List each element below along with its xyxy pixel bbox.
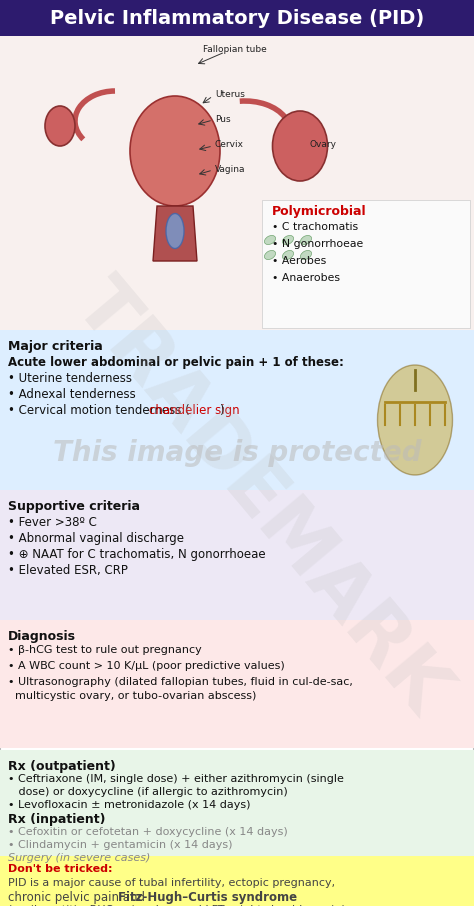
Text: • Abnormal vaginal discharge: • Abnormal vaginal discharge	[8, 532, 184, 545]
FancyBboxPatch shape	[0, 36, 474, 330]
Text: • Cefoxitin or cefotetan + doxycycline (x 14 days): • Cefoxitin or cefotetan + doxycycline (…	[8, 827, 288, 837]
Text: Major criteria: Major criteria	[8, 340, 103, 353]
Text: Supportive criteria: Supportive criteria	[8, 500, 140, 513]
Text: Polymicrobial: Polymicrobial	[272, 205, 366, 218]
Ellipse shape	[45, 106, 75, 146]
Text: Fitz-Hugh–Curtis syndrome: Fitz-Hugh–Curtis syndrome	[118, 891, 298, 904]
Ellipse shape	[264, 236, 275, 245]
Text: dose) or doxycycline (if allergic to azithromycin): dose) or doxycycline (if allergic to azi…	[8, 787, 288, 797]
Text: • Anaerobes: • Anaerobes	[272, 273, 340, 283]
Text: • A WBC count > 10 K/μL (poor predictive values): • A WBC count > 10 K/μL (poor predictive…	[8, 661, 285, 671]
Text: Fallopian tube: Fallopian tube	[203, 45, 267, 54]
FancyBboxPatch shape	[0, 620, 474, 748]
Text: TRADEMARK: TRADEMARK	[59, 268, 462, 728]
Ellipse shape	[301, 250, 311, 260]
Text: • Elevated ESR, CRP: • Elevated ESR, CRP	[8, 564, 128, 577]
Text: • C trachomatis: • C trachomatis	[272, 222, 358, 232]
Text: • Uterine tenderness: • Uterine tenderness	[8, 372, 132, 385]
FancyBboxPatch shape	[0, 856, 474, 906]
Ellipse shape	[264, 250, 275, 260]
Text: • N gonorrhoeae: • N gonorrhoeae	[272, 239, 363, 249]
Text: Ovary: Ovary	[310, 140, 337, 149]
Text: Surgery (in severe cases): Surgery (in severe cases)	[8, 853, 150, 863]
Polygon shape	[153, 206, 197, 261]
Text: Acute lower abdominal or pelvic pain + 1 of these:: Acute lower abdominal or pelvic pain + 1…	[8, 356, 344, 369]
Text: PID is a major cause of tubal infertility, ectopic pregnancy,: PID is a major cause of tubal infertilit…	[8, 878, 335, 888]
Text: Pus: Pus	[215, 115, 231, 124]
Ellipse shape	[273, 111, 328, 181]
Text: Vagina: Vagina	[215, 165, 246, 174]
Text: • Aerobes: • Aerobes	[272, 256, 326, 266]
FancyBboxPatch shape	[262, 200, 470, 328]
Text: Rx (inpatient): Rx (inpatient)	[8, 813, 106, 826]
Ellipse shape	[377, 365, 453, 475]
Text: • ⊕ NAAT for C trachomatis, N gonorrhoeae: • ⊕ NAAT for C trachomatis, N gonorrhoea…	[8, 548, 265, 561]
Ellipse shape	[301, 236, 311, 245]
FancyBboxPatch shape	[0, 490, 474, 620]
Text: This image is protected: This image is protected	[53, 439, 421, 467]
Ellipse shape	[283, 236, 293, 245]
Text: • Ultrasonography (dilated fallopian tubes, fluid in cul-de-sac,: • Ultrasonography (dilated fallopian tub…	[8, 677, 353, 687]
Text: • Clindamycin + gentamicin (x 14 days): • Clindamycin + gentamicin (x 14 days)	[8, 840, 233, 850]
Text: Diagnosis: Diagnosis	[8, 630, 76, 643]
Text: • Cervical motion tenderness (: • Cervical motion tenderness (	[8, 404, 190, 417]
Text: • Levofloxacin ± metronidazole (x 14 days): • Levofloxacin ± metronidazole (x 14 day…	[8, 800, 250, 810]
Ellipse shape	[166, 214, 184, 248]
Text: multicystic ovary, or tubo-ovarian abscess): multicystic ovary, or tubo-ovarian absce…	[8, 691, 256, 701]
Text: Pelvic Inflammatory Disease (PID): Pelvic Inflammatory Disease (PID)	[50, 8, 424, 27]
Text: Uterus: Uterus	[215, 90, 245, 99]
Text: Rx (outpatient): Rx (outpatient)	[8, 760, 116, 773]
Ellipse shape	[283, 250, 293, 260]
FancyBboxPatch shape	[0, 330, 474, 490]
Ellipse shape	[130, 96, 220, 206]
FancyBboxPatch shape	[0, 0, 474, 36]
Text: Don't be tricked:: Don't be tricked:	[8, 864, 112, 874]
Text: • Ceftriaxone (IM, single dose) + either azithromycin (single: • Ceftriaxone (IM, single dose) + either…	[8, 774, 344, 784]
Text: • β-hCG test to rule out pregnancy: • β-hCG test to rule out pregnancy	[8, 645, 202, 655]
Text: • Fever >38º C: • Fever >38º C	[8, 516, 97, 529]
Text: chronic pelvic pain and: chronic pelvic pain and	[8, 891, 149, 904]
Text: ): )	[219, 404, 224, 417]
Text: • Adnexal tenderness: • Adnexal tenderness	[8, 388, 136, 401]
Text: (perihepatitis, RUQ pain, abnormal LFTs, right shoulder pain): (perihepatitis, RUQ pain, abnormal LFTs,…	[8, 905, 346, 906]
Text: chandelier sign: chandelier sign	[149, 404, 240, 417]
Text: Cervix: Cervix	[215, 140, 244, 149]
FancyBboxPatch shape	[0, 750, 474, 856]
